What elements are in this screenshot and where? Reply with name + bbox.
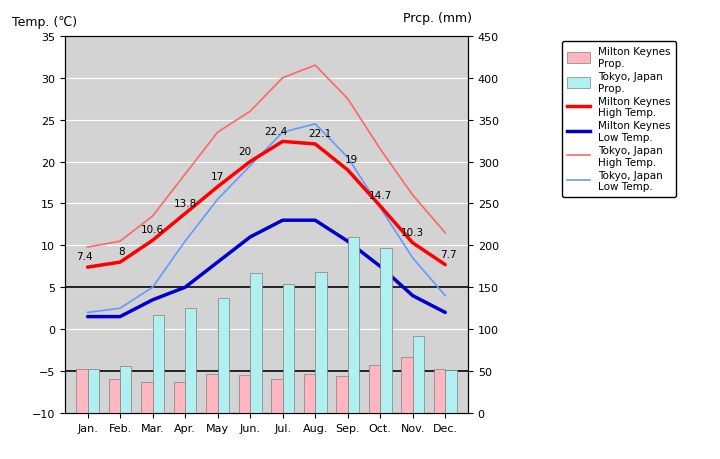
Bar	[401, 357, 413, 413]
Bar	[445, 370, 456, 413]
Bar	[76, 369, 88, 413]
Text: 19: 19	[344, 155, 358, 165]
Text: 13.8: 13.8	[174, 198, 197, 208]
Text: 8: 8	[118, 247, 125, 257]
Bar	[413, 336, 424, 413]
Bar	[380, 248, 392, 413]
Text: 10.6: 10.6	[141, 225, 164, 235]
Text: 7.7: 7.7	[440, 249, 456, 259]
Bar	[271, 379, 283, 413]
Text: Prcp. (mm): Prcp. (mm)	[402, 12, 472, 25]
Text: 20: 20	[239, 146, 252, 157]
Bar	[217, 298, 229, 413]
Bar	[348, 237, 359, 413]
Bar	[434, 369, 445, 413]
Bar	[153, 315, 164, 413]
Text: 10.3: 10.3	[401, 228, 424, 237]
Bar	[185, 308, 197, 413]
Bar	[369, 365, 380, 413]
Text: 17: 17	[211, 172, 224, 181]
Bar	[206, 375, 217, 413]
Bar	[141, 382, 153, 413]
Bar	[250, 274, 261, 413]
Text: 22.4: 22.4	[264, 126, 288, 136]
Bar	[336, 376, 348, 413]
Text: Temp. (℃): Temp. (℃)	[12, 16, 78, 29]
Bar	[109, 380, 120, 413]
Bar	[315, 273, 327, 413]
Text: 22.1: 22.1	[308, 129, 332, 139]
Text: 14.7: 14.7	[369, 190, 392, 201]
Text: 7.4: 7.4	[76, 252, 93, 262]
Bar	[88, 369, 99, 413]
Bar	[120, 366, 132, 413]
Legend: Milton Keynes
Prop., Tokyo, Japan
Prop., Milton Keynes
High Temp., Milton Keynes: Milton Keynes Prop., Tokyo, Japan Prop.,…	[562, 42, 676, 197]
Bar	[239, 375, 250, 413]
Bar	[283, 284, 294, 413]
Bar	[304, 374, 315, 413]
Bar	[174, 382, 185, 413]
